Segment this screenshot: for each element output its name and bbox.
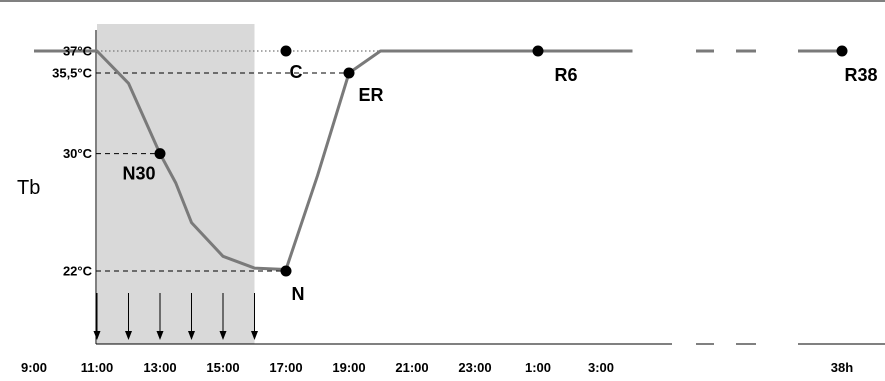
y-tick-label-22-c: 22°C	[63, 264, 93, 279]
stimulus-arrows	[93, 293, 258, 340]
point-label-r38: R38	[844, 65, 877, 85]
y-tick-label-35-5-c: 35,5°C	[52, 66, 93, 81]
y-axis-title: Tb	[17, 177, 40, 199]
tick-labels: 9:00 11:00 13:00 15:00 17:00 19:00 21:00 23:00 1…	[21, 44, 853, 376]
series-line-0	[34, 49, 633, 271]
x-tick-label-38h: 38h	[831, 360, 853, 375]
point-n30	[154, 148, 166, 160]
arrow-head	[156, 331, 164, 340]
arrow-head	[188, 331, 195, 340]
point-label-er: ER	[358, 85, 383, 105]
point-c	[280, 45, 292, 57]
y-tick-label-37-c: 37°C	[63, 44, 93, 59]
point-r38	[836, 45, 848, 57]
x-tick-label-13-00: 13:00	[143, 360, 176, 375]
point-label-n30: N30	[122, 164, 155, 184]
point-label-c: C	[290, 62, 303, 82]
arrow-13-00	[156, 293, 164, 340]
axes	[95, 30, 885, 345]
point-label-r6: R6	[554, 65, 577, 85]
x-tick-label-11-00: 11:00	[81, 360, 114, 375]
x-tick-label-15-00: 15:00	[206, 360, 239, 375]
arrow-11-00	[93, 293, 101, 340]
arrow-14-00	[188, 293, 195, 340]
x-tick-label-1-00: 1:00	[525, 360, 551, 375]
x-tick-label-9-00: 9:00	[21, 360, 47, 375]
point-er	[343, 67, 355, 79]
arrow-15-00	[219, 293, 227, 340]
x-tick-label-21-00: 21:00	[395, 360, 428, 375]
arrow-12-00	[125, 293, 132, 340]
arrow-head	[251, 331, 258, 340]
series	[34, 49, 842, 271]
arrow-head	[93, 331, 101, 340]
x-tick-label-19-00: 19:00	[332, 360, 365, 375]
arrow-16-00	[251, 293, 258, 340]
point-label-n: N	[292, 284, 305, 304]
point-n	[280, 265, 292, 277]
arrow-head	[219, 331, 227, 340]
x-tick-label-23-00: 23:00	[458, 360, 491, 375]
reference-lines	[96, 50, 381, 272]
y-tick-label-30-c: 30°C	[63, 146, 93, 161]
arrow-head	[125, 331, 132, 340]
point-r6	[532, 45, 544, 57]
x-tick-label-3-00: 3:00	[588, 360, 614, 375]
x-tick-label-17-00: 17:00	[269, 360, 302, 375]
data-points: C ER N30 N R6 R38	[122, 45, 878, 304]
